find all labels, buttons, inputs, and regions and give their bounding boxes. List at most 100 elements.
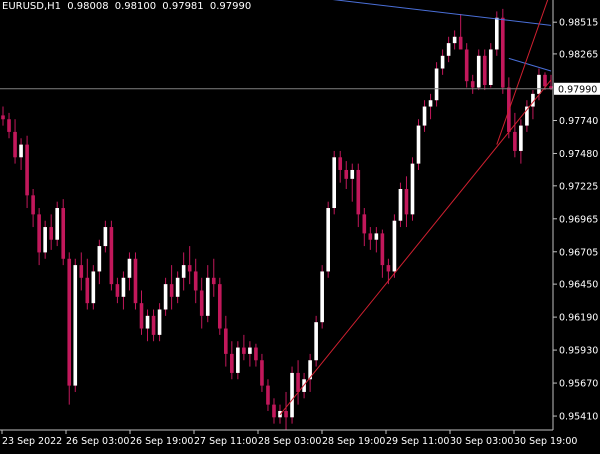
candle-body (109, 227, 114, 285)
trendline-upper-short[interactable] (508, 57, 552, 72)
candle-body (13, 131, 17, 158)
candle (531, 90, 535, 120)
candle-body (525, 106, 529, 126)
y-tick-label: 0.97740 (559, 116, 598, 127)
y-ticks: 0.98515 0.98265 0.97740 0.97480 0.97225 0.969… (553, 18, 598, 423)
candle-body (205, 277, 210, 316)
candle-body (482, 55, 487, 85)
candle (91, 265, 96, 310)
candle (7, 112, 11, 139)
candle (103, 220, 108, 253)
candle (181, 252, 186, 291)
candle-body (344, 169, 349, 179)
candle-body (374, 233, 379, 240)
candle (290, 366, 294, 424)
candle-body (350, 169, 355, 179)
candle-body (416, 125, 421, 164)
candle (470, 74, 475, 94)
candle (31, 188, 35, 228)
candle-body (464, 49, 469, 82)
trendline-lower[interactable] (279, 79, 552, 416)
candle (217, 277, 222, 335)
candle-body (494, 17, 499, 50)
candle-body (121, 277, 126, 297)
trendline-upper[interactable] (262, 0, 552, 26)
candle (97, 239, 102, 285)
candle (482, 49, 487, 91)
candle-body (386, 265, 391, 272)
candle (452, 30, 457, 50)
candle-body (199, 290, 204, 316)
candle (37, 208, 41, 266)
candle (350, 163, 355, 202)
candle (157, 303, 162, 342)
candle-body (428, 100, 433, 107)
candle (79, 252, 84, 291)
trendline-steep[interactable] (496, 0, 557, 145)
candle (163, 277, 168, 316)
y-tick-label: 0.98515 (559, 18, 598, 29)
candle-body (37, 214, 41, 253)
candle-body (422, 106, 427, 126)
candle-body (248, 347, 252, 354)
candle (109, 220, 114, 291)
current-price-marker: 0.97990 (0, 82, 600, 95)
candle (236, 341, 240, 380)
x-tick-label: 28 Sep 03:00 (258, 436, 321, 447)
candle (362, 208, 367, 247)
candle-body (97, 246, 102, 272)
candle-body (308, 360, 312, 380)
candle-body (356, 169, 361, 215)
candle (494, 11, 499, 56)
candle-body (1, 115, 5, 120)
x-tick-label: 28 Sep 19:00 (322, 436, 385, 447)
high-value: 0.98100 (114, 1, 157, 12)
candle-body (404, 188, 409, 215)
candle-body (7, 119, 11, 132)
candle (332, 150, 337, 215)
candle (458, 13, 463, 50)
candle-body (446, 43, 451, 56)
candle-body (85, 277, 90, 304)
candle-body (488, 49, 493, 85)
candle-body (513, 131, 517, 151)
candle-body (368, 233, 373, 240)
candle-body (157, 309, 162, 335)
candle-body (79, 265, 84, 278)
candle-body (398, 188, 403, 221)
candle-body (242, 347, 246, 354)
candle-body (163, 284, 168, 310)
candle-body (543, 74, 547, 87)
candle (43, 220, 47, 259)
candle-body (193, 271, 198, 291)
low-value: 0.97981 (162, 1, 204, 12)
current-price-label: 0.97990 (558, 84, 597, 95)
candle (386, 258, 391, 285)
candle (85, 258, 90, 310)
y-tick-label: 0.96450 (559, 280, 598, 291)
candle (344, 161, 349, 189)
candle (476, 49, 481, 91)
candle-body (55, 208, 60, 240)
candle (464, 43, 469, 88)
candle (169, 265, 174, 310)
candle (127, 252, 132, 291)
candle (13, 119, 17, 164)
candle-body (470, 81, 475, 88)
candle-body (31, 195, 35, 215)
candle (145, 309, 150, 342)
candle-body (549, 86, 553, 89)
candle-body (410, 163, 415, 215)
candle (446, 36, 451, 63)
candle-body (362, 214, 367, 234)
candle (326, 201, 330, 278)
candle (440, 49, 445, 75)
axes (0, 0, 554, 431)
candle-body (127, 258, 132, 278)
candle (230, 341, 234, 380)
candle-body (254, 347, 258, 361)
candle (519, 119, 523, 164)
candle-body (260, 360, 264, 386)
